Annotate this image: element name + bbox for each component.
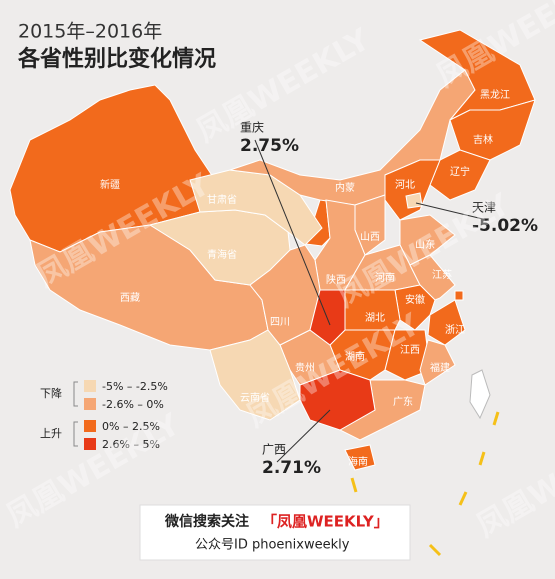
leader-line — [254, 139, 331, 326]
province-label: 新疆 — [100, 178, 120, 191]
legend-bracket — [73, 421, 78, 447]
province-label: 西藏 — [120, 292, 140, 304]
province-label: 河南 — [375, 271, 395, 284]
leader-line — [276, 409, 331, 463]
legend-label: 2.6% – 5% — [102, 438, 160, 451]
province-label: 安徽 — [405, 293, 425, 306]
legend-label: -5% – -2.5% — [102, 380, 168, 393]
province — [209, 329, 301, 421]
taiwan — [469, 369, 491, 420]
leader-line — [415, 202, 488, 221]
legend: 下降 -5% – -2.5% -2.6% – 0% 上升 0% – 2.5% 2.6% –… — [40, 380, 168, 451]
province — [419, 339, 456, 386]
province-label: 湖北 — [365, 312, 385, 324]
province-label: 福建 — [430, 361, 450, 374]
province-label: 江西 — [400, 344, 420, 356]
province-label: 山东 — [415, 238, 435, 251]
province-label: 黑龙江 — [480, 88, 510, 101]
callout-province — [405, 192, 423, 209]
legend-label: 0% – 2.5% — [102, 420, 160, 433]
province-label: 甘肃省 — [207, 193, 237, 206]
province-label: 青海省 — [207, 248, 237, 261]
callout-value: 2.75% — [240, 136, 299, 156]
province — [384, 329, 431, 381]
subtitle: 2015年–2016年 — [18, 21, 162, 43]
title: 各省性别比变化情况 — [17, 46, 216, 72]
province-label: 吉林 — [473, 133, 493, 146]
callout-name: 广西 — [262, 443, 286, 457]
footer-prompt: 微信搜索关注 — [164, 513, 249, 530]
province — [344, 444, 376, 471]
province-label: 辽宁 — [450, 165, 470, 178]
legend-swatch — [84, 380, 96, 392]
callout-name: 天津 — [472, 201, 496, 215]
callout-province — [299, 369, 376, 431]
province-label: 四川 — [270, 317, 290, 328]
legend-bracket — [73, 381, 78, 407]
province — [384, 159, 441, 221]
callout-value: 2.71% — [262, 458, 321, 478]
legend-group-label: 下降 — [40, 386, 62, 400]
legend-swatch — [84, 438, 96, 450]
callout-name: 重庆 — [240, 121, 264, 135]
province-label: 河北 — [395, 179, 415, 191]
legend-swatch — [84, 420, 96, 432]
legend-label: -2.6% – 0% — [102, 398, 164, 411]
callout-value: -5.02% — [472, 216, 538, 236]
province — [427, 299, 466, 346]
province-label: 陕西 — [326, 273, 346, 286]
province-label: 浙江 — [445, 324, 465, 336]
province-label: 湖南 — [345, 350, 365, 363]
legend-group-label: 上升 — [40, 427, 62, 440]
province-label: 海南 — [348, 455, 368, 468]
provinces — [9, 29, 536, 471]
shanghai — [454, 290, 464, 301]
province-label: 内蒙 — [335, 181, 355, 194]
province-label: 广东 — [393, 395, 413, 408]
province-label: 贵州 — [295, 361, 315, 374]
province-label: 山西 — [360, 231, 380, 243]
footer-box — [139, 504, 411, 561]
footer-account: 公众号ID phoenixweekly — [195, 538, 350, 553]
province-label: 江苏 — [432, 268, 452, 281]
footer-brand: 「凤凰WEEKLY」 — [262, 513, 389, 531]
province-label: 云南省 — [240, 391, 270, 404]
legend-swatch — [84, 398, 96, 410]
